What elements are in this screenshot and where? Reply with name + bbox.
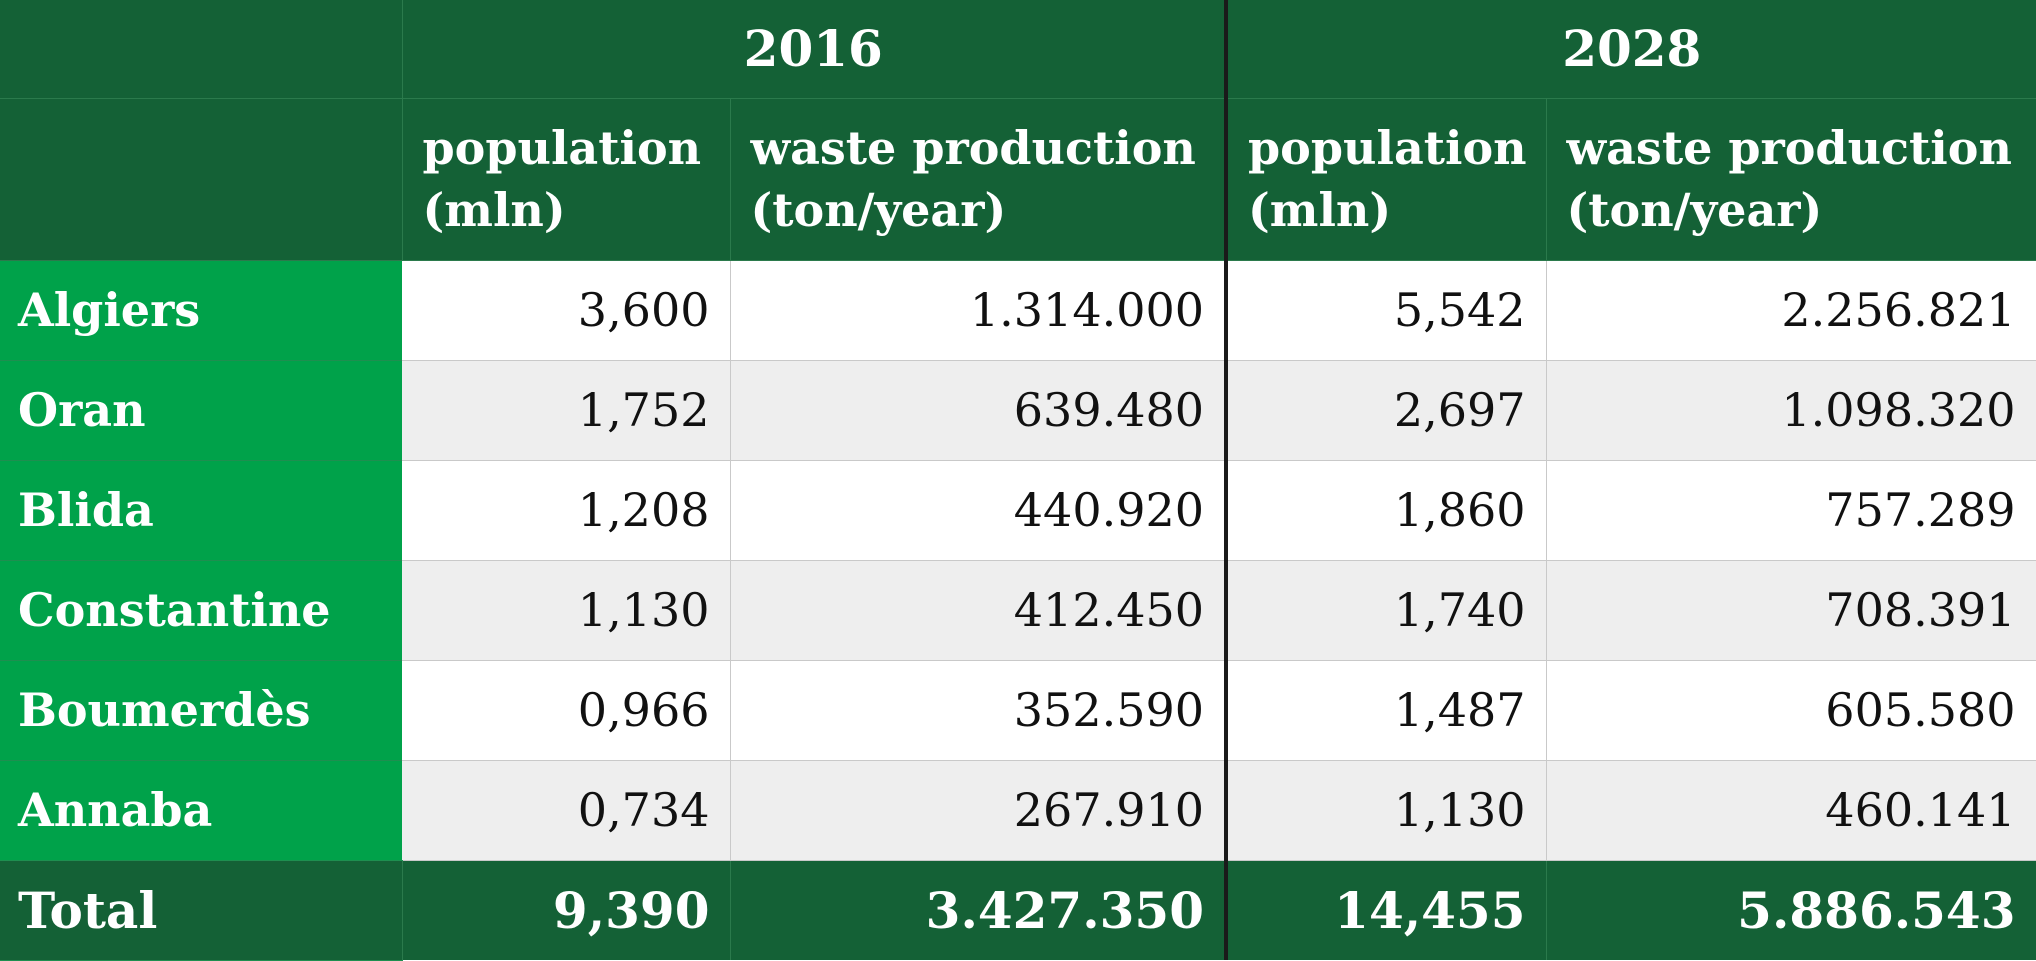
city-name: Blida bbox=[0, 460, 402, 561]
waste-2016-cell: 440.920 bbox=[730, 460, 1227, 561]
total-waste-2016: 3.427.350 bbox=[730, 860, 1227, 960]
city-name: Boumerdès bbox=[0, 660, 402, 761]
population-2016-cell: 1,752 bbox=[402, 360, 731, 461]
population-2028-cell: 5,542 bbox=[1224, 260, 1547, 361]
waste-2016-cell: 412.450 bbox=[730, 560, 1227, 661]
population-2016-cell: 1,130 bbox=[402, 560, 731, 661]
table-row: Algiers 3,600 1.314.000 5,542 2.256.821 bbox=[0, 260, 2036, 361]
total-row: Total 9,390 3.427.350 14,455 5.886.543 bbox=[0, 860, 2036, 961]
population-2016-cell: 0,966 bbox=[402, 660, 731, 761]
waste-2028-header: waste production (ton/year) bbox=[1546, 98, 2036, 261]
population-2028-cell: 1,740 bbox=[1224, 560, 1547, 661]
total-population-2028: 14,455 bbox=[1224, 860, 1547, 960]
waste-2016-cell: 639.480 bbox=[730, 360, 1227, 461]
city-name: Annaba bbox=[0, 760, 402, 861]
waste-2016-header: waste production (ton/year) bbox=[730, 98, 1227, 261]
population-2028-cell: 2,697 bbox=[1224, 360, 1547, 461]
population-2016-cell: 1,208 bbox=[402, 460, 731, 561]
table-row: Constantine 1,130 412.450 1,740 708.391 bbox=[0, 560, 2036, 661]
waste-2028-cell: 605.580 bbox=[1546, 660, 2036, 761]
table-row: Oran 1,752 639.480 2,697 1.098.320 bbox=[0, 360, 2036, 461]
population-2028-cell: 1,860 bbox=[1224, 460, 1547, 561]
population-2028-cell: 1,487 bbox=[1224, 660, 1547, 761]
waste-2028-cell: 1.098.320 bbox=[1546, 360, 2036, 461]
table-row: Blida 1,208 440.920 1,860 757.289 bbox=[0, 460, 2036, 561]
waste-2016-cell: 1.314.000 bbox=[730, 260, 1227, 361]
population-2028-cell: 1,130 bbox=[1224, 760, 1547, 861]
population-2016-cell: 0,734 bbox=[402, 760, 731, 861]
table-body: Algiers 3,600 1.314.000 5,542 2.256.821 … bbox=[0, 260, 2036, 961]
population-2016-header: population (mln) bbox=[402, 98, 731, 261]
total-population-2016: 9,390 bbox=[402, 860, 731, 960]
year-header-row: 2016 2028 bbox=[0, 0, 2036, 99]
subheader-row: population (mln) waste production (ton/y… bbox=[0, 98, 2036, 261]
table-row: Boumerdès 0,966 352.590 1,487 605.580 bbox=[0, 660, 2036, 761]
year-2016-header: 2016 bbox=[402, 0, 1227, 99]
city-name: Algiers bbox=[0, 260, 402, 361]
waste-2028-cell: 2.256.821 bbox=[1546, 260, 2036, 361]
waste-2028-cell: 460.141 bbox=[1546, 760, 2036, 861]
waste-2016-cell: 352.590 bbox=[730, 660, 1227, 761]
corner-cell-2 bbox=[0, 98, 403, 261]
year-2028-header: 2028 bbox=[1224, 0, 2036, 99]
corner-cell bbox=[0, 0, 403, 99]
waste-2028-cell: 757.289 bbox=[1546, 460, 2036, 561]
population-2016-cell: 3,600 bbox=[402, 260, 731, 361]
city-name: Oran bbox=[0, 360, 402, 461]
table-row: Annaba 0,734 267.910 1,130 460.141 bbox=[0, 760, 2036, 861]
waste-2016-cell: 267.910 bbox=[730, 760, 1227, 861]
table-header: 2016 2028 population (mln) waste product… bbox=[0, 0, 2036, 261]
city-name: Constantine bbox=[0, 560, 402, 661]
total-waste-2028: 5.886.543 bbox=[1546, 860, 2036, 960]
total-label: Total bbox=[0, 860, 403, 961]
population-2028-header: population (mln) bbox=[1224, 98, 1547, 261]
waste-2028-cell: 708.391 bbox=[1546, 560, 2036, 661]
